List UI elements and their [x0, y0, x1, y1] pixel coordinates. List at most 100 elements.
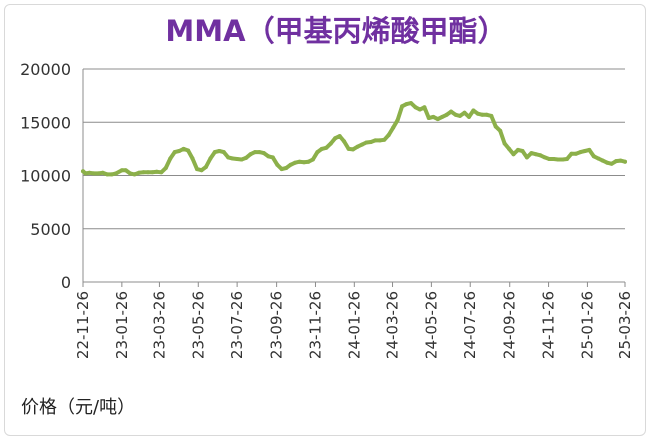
data-point-71 — [395, 118, 400, 123]
data-point-27 — [199, 168, 204, 173]
x-tick-label-8: 24-03-26 — [384, 291, 402, 359]
data-point-112 — [578, 150, 583, 155]
y-axis-ticks: 0 5000 10000 15000 20000 — [20, 60, 71, 292]
data-point-20 — [168, 156, 173, 161]
data-point-49 — [297, 159, 302, 164]
data-point-10 — [123, 168, 128, 173]
data-point-35 — [235, 157, 240, 161]
data-point-93 — [493, 124, 498, 129]
data-point-116 — [596, 156, 601, 161]
data-point-58 — [337, 134, 342, 139]
data-point-16 — [150, 170, 155, 175]
data-point-122 — [623, 159, 627, 164]
data-point-59 — [342, 139, 347, 144]
data-point-8 — [114, 171, 119, 176]
x-axis-ticks: 22-11-26 23-01-26 23-03-26 23-05-26 23-07-26… — [74, 282, 634, 359]
y-tick-label-3: 15000 — [20, 113, 71, 132]
data-point-85 — [458, 113, 462, 118]
data-point-88 — [471, 108, 476, 113]
data-point-120 — [614, 159, 619, 164]
data-point-107 — [556, 157, 561, 162]
data-point-111 — [574, 151, 578, 156]
data-point-96 — [507, 146, 512, 151]
data-point-38 — [248, 152, 253, 157]
data-point-50 — [302, 160, 306, 165]
data-point-74 — [409, 101, 413, 106]
data-point-73 — [404, 102, 409, 107]
data-point-72 — [400, 104, 405, 109]
chart-frame: MMA（甲基丙烯酸甲酯） 0 5000 10000 15000 20000 22-11-… — [4, 4, 646, 436]
data-point-77 — [422, 105, 427, 110]
x-tick-label-2: 23-03-26 — [150, 291, 168, 359]
data-point-43 — [270, 155, 275, 160]
data-point-51 — [306, 159, 311, 164]
y-tick-label-2: 10000 — [20, 167, 71, 186]
data-point-9 — [119, 168, 124, 173]
data-point-84 — [453, 112, 458, 117]
data-point-29 — [208, 156, 213, 161]
data-point-118 — [605, 160, 610, 165]
data-point-18 — [159, 170, 164, 175]
data-point-33 — [226, 155, 231, 160]
data-point-95 — [502, 141, 507, 146]
data-point-115 — [591, 154, 596, 159]
data-point-4 — [96, 171, 101, 176]
data-point-76 — [417, 107, 422, 112]
chart-canvas: MMA（甲基丙烯酸甲酯） 0 5000 10000 15000 20000 22-11-… — [20, 14, 634, 418]
data-point-45 — [279, 167, 284, 172]
x-tick-label-10: 24-07-26 — [461, 291, 479, 359]
data-point-113 — [582, 149, 587, 153]
data-point-87 — [467, 114, 471, 119]
data-point-46 — [284, 166, 289, 170]
data-point-103 — [538, 153, 543, 158]
data-point-1 — [83, 171, 88, 176]
x-tick-label-14: 25-03-26 — [616, 291, 634, 359]
data-point-22 — [177, 149, 182, 153]
data-point-81 — [440, 114, 445, 119]
data-point-28 — [203, 165, 208, 169]
data-point-75 — [413, 105, 418, 110]
data-point-80 — [435, 117, 440, 122]
data-point-97 — [511, 152, 516, 157]
data-point-48 — [293, 160, 298, 165]
data-point-100 — [524, 155, 529, 160]
gridlines — [83, 68, 625, 230]
data-point-53 — [315, 150, 320, 155]
data-point-25 — [190, 156, 195, 161]
data-point-39 — [253, 150, 257, 155]
data-point-94 — [498, 128, 503, 133]
data-point-108 — [560, 157, 565, 162]
data-point-69 — [386, 133, 391, 137]
data-point-60 — [346, 146, 351, 151]
x-tick-label-7: 24-01-26 — [345, 291, 363, 359]
data-point-19 — [163, 166, 168, 170]
data-point-23 — [181, 146, 186, 151]
data-point-3 — [91, 171, 96, 176]
data-point-79 — [431, 114, 436, 119]
data-point-2 — [87, 170, 92, 175]
x-tick-label-11: 24-09-26 — [501, 291, 519, 359]
data-point-44 — [275, 162, 280, 167]
data-point-65 — [368, 140, 373, 144]
series-layer — [81, 101, 627, 177]
data-point-83 — [449, 109, 454, 114]
data-point-99 — [520, 149, 525, 153]
data-point-37 — [244, 155, 248, 160]
x-tick-label-0: 22-11-26 — [74, 291, 92, 359]
data-point-91 — [484, 112, 489, 117]
chart-title: MMA（甲基丙烯酸甲酯） — [165, 14, 506, 48]
data-point-101 — [529, 151, 534, 156]
data-point-86 — [462, 110, 467, 115]
data-point-106 — [551, 157, 556, 161]
y-axis-unit-label: 价格（元/吨） — [21, 397, 135, 418]
axes — [82, 69, 625, 283]
data-point-42 — [266, 154, 271, 159]
data-point-119 — [609, 161, 614, 166]
data-point-47 — [288, 162, 293, 167]
data-point-6 — [105, 172, 110, 177]
data-point-17 — [154, 169, 159, 174]
data-point-14 — [141, 170, 146, 175]
data-point-32 — [221, 150, 226, 155]
x-tick-label-4: 23-07-26 — [228, 291, 246, 359]
data-point-68 — [382, 137, 387, 142]
